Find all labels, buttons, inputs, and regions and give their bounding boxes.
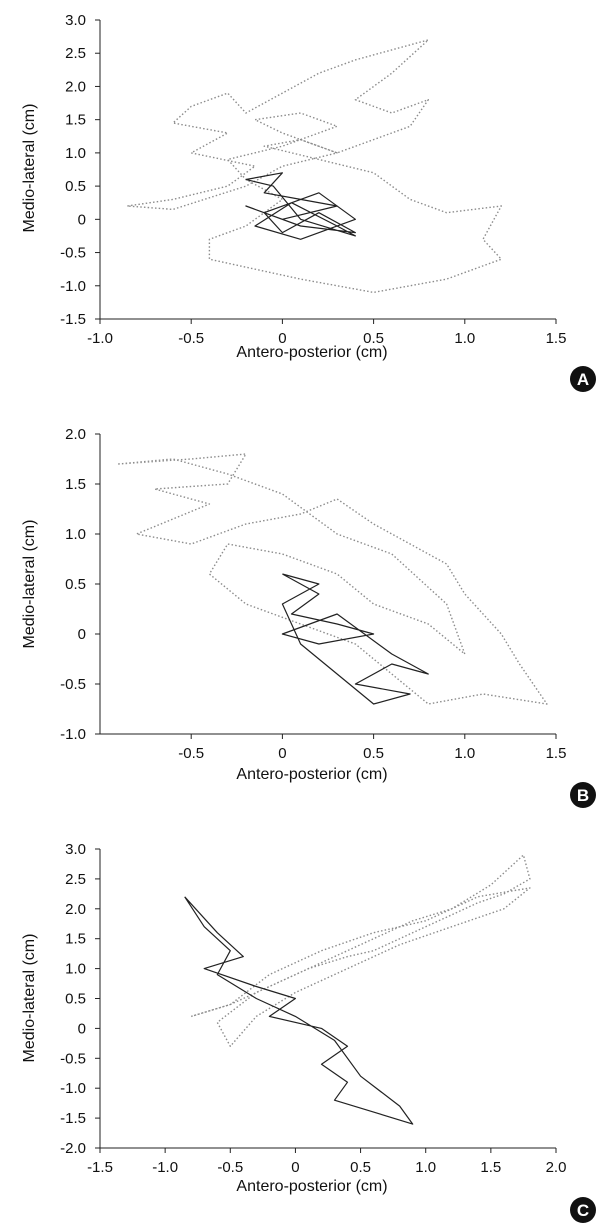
y-tick-label: 0.5: [65, 576, 86, 593]
panel-badge: [570, 1197, 596, 1223]
y-tick-label: -2.0: [60, 1140, 86, 1157]
x-axis-title: Antero-posterior (cm): [236, 1178, 387, 1195]
x-tick-label: -1.5: [87, 1159, 113, 1176]
panel-badge: [570, 782, 596, 808]
panel-letter: A: [577, 370, 589, 389]
series-solid-line: [281, 573, 429, 705]
y-tick-label: -1.5: [60, 1110, 86, 1127]
y-tick-label: -0.5: [60, 1050, 86, 1067]
y-tick-label: 2.5: [65, 45, 86, 62]
y-axis-title: Medio-lateral (cm): [21, 520, 38, 649]
y-tick-label: 3.0: [65, 841, 86, 858]
y-tick-label: 2.0: [65, 78, 86, 95]
y-tick-label: 1.5: [65, 476, 86, 493]
panel-letter: B: [577, 786, 589, 805]
panel-c: -2.0-1.5-1.0-0.500.51.01.52.02.53.0-1.5-…: [21, 841, 596, 1223]
y-tick-label: 1.0: [65, 961, 86, 978]
y-tick-label: 0: [78, 626, 86, 643]
y-axis-title: Medio-lateral (cm): [21, 934, 38, 1063]
x-tick-label: -1.0: [152, 1159, 178, 1176]
x-tick-label: 0: [278, 330, 286, 347]
y-tick-label: 1.5: [65, 931, 86, 948]
y-tick-label: -1.0: [60, 726, 86, 743]
series-dotted-line: [127, 39, 502, 294]
x-tick-label: 0.5: [363, 330, 384, 347]
y-tick-label: 1.0: [65, 145, 86, 162]
y-tick-label: -0.5: [60, 676, 86, 693]
series-dotted-line: [118, 453, 548, 705]
panel-b: -1.0 -0.5 0 0.5 1.0 1.5 2.0 -0.5 0 0.5 1.0 1.5 Anter…: [21, 426, 596, 808]
panel-badge: [570, 366, 596, 392]
y-tick-label: -0.5: [60, 245, 86, 262]
x-axis-title: Antero-posterior (cm): [236, 766, 387, 783]
y-tick-label: 3.0: [65, 12, 86, 29]
y-tick-label: 0: [78, 1020, 86, 1037]
y-tick-label: 1.5: [65, 112, 86, 129]
y-tick-label: 2.5: [65, 871, 86, 888]
x-axis-title: Antero-posterior (cm): [236, 344, 387, 361]
series-dotted-line: [190, 854, 531, 1047]
y-tick-label: -1.0: [60, 1080, 86, 1097]
y-tick-label: -1.0: [60, 278, 86, 295]
x-tick-label: 0.5: [363, 745, 384, 762]
x-tick-label: -0.5: [178, 745, 204, 762]
y-tick-label: 1.0: [65, 526, 86, 543]
x-tick-label: 1.5: [546, 745, 567, 762]
y-tick-label: 2.0: [65, 901, 86, 918]
x-tick-label: 1.0: [415, 1159, 436, 1176]
x-tick-label: -0.5: [178, 330, 204, 347]
x-tick-label: 1.0: [454, 330, 475, 347]
x-tick-label: 1.5: [480, 1159, 501, 1176]
panel-letter: C: [577, 1201, 589, 1220]
x-tick-label: 0: [291, 1159, 299, 1176]
series-solid-line: [245, 172, 356, 240]
x-tick-label: 2.0: [546, 1159, 567, 1176]
x-tick-label: -1.0: [87, 330, 113, 347]
x-tick-label: 0.5: [350, 1159, 371, 1176]
y-axis-title: Medio-lateral (cm): [21, 104, 38, 233]
series-solid-line: [184, 896, 414, 1125]
y-tick-label: -1.5: [60, 311, 86, 328]
y-tick-label: 0.5: [65, 178, 86, 195]
panel-a: -1.5-1.0-0.500.51.01.52.02.53.0-1.0 -0.5 0…: [21, 12, 596, 392]
y-tick-label: 0: [78, 211, 86, 228]
y-tick-label: 2.0: [65, 426, 86, 443]
y-tick-label: 0.5: [65, 991, 86, 1008]
x-tick-label: 1.5: [546, 330, 567, 347]
x-tick-label: 1.0: [454, 745, 475, 762]
x-tick-label: -0.5: [217, 1159, 243, 1176]
x-tick-label: 0: [278, 745, 286, 762]
